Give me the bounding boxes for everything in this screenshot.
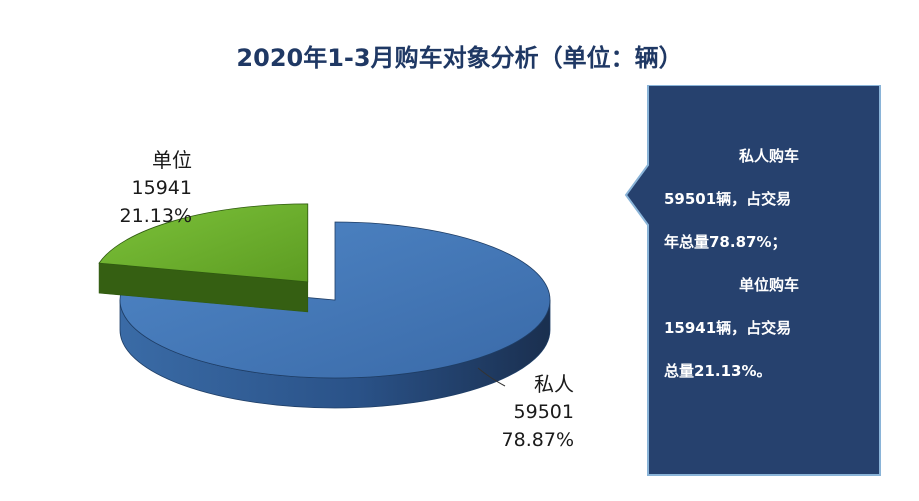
slice-label-value: 59501 bbox=[513, 401, 574, 423]
slice-label-percent: 78.87% bbox=[501, 429, 574, 451]
slice-label-unit: 单位 15941 21.13% bbox=[92, 146, 192, 230]
pie-slice-private bbox=[119, 221, 551, 379]
leader-line-private bbox=[477, 367, 506, 387]
callout-line-1: 私人购车 bbox=[738, 147, 799, 165]
slice-label-private: 私人 59501 78.87% bbox=[470, 370, 574, 454]
callout-line-3: 年总量78.87%； bbox=[664, 233, 787, 251]
slice-label-name: 单位 bbox=[152, 148, 192, 172]
callout-line-4: 单位购车 bbox=[738, 276, 799, 294]
slice-label-value: 15941 bbox=[131, 177, 192, 199]
callout-line-6: 总量21.13%。 bbox=[664, 362, 772, 380]
callout-shape bbox=[624, 85, 881, 476]
callout-line-5: 15941辆，占交易 bbox=[664, 319, 792, 337]
pie-slice-unit bbox=[98, 203, 309, 283]
callout-text: 私人购车 59501辆，占交易 年总量78.87%； 单位购车 15941辆，占… bbox=[664, 143, 874, 385]
chart-title: 2020年1-3月购车对象分析（单位：辆） bbox=[236, 44, 683, 72]
slice-label-percent: 21.13% bbox=[119, 205, 192, 227]
callout-line-2: 59501辆，占交易 bbox=[664, 190, 792, 208]
summary-callout: 私人购车 59501辆，占交易 年总量78.87%； 单位购车 15941辆，占… bbox=[624, 85, 884, 477]
slice-label-name: 私人 bbox=[534, 372, 574, 396]
